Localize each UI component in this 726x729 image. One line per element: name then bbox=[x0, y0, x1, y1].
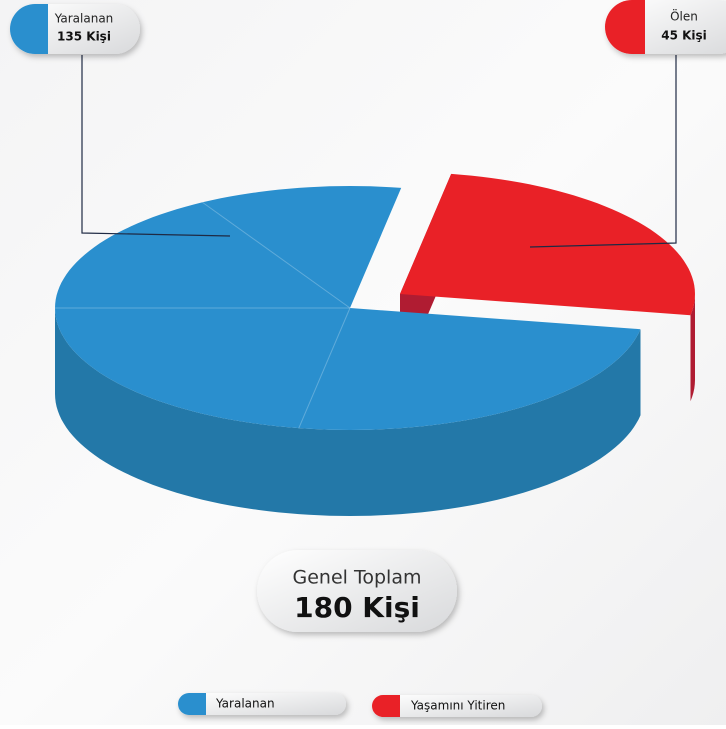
callout-label: Ölen bbox=[670, 8, 698, 24]
total-box: Genel Toplam 180 Kişi bbox=[257, 550, 457, 632]
legend-label: Yaralanan bbox=[215, 697, 275, 711]
total-title: Genel Toplam bbox=[293, 567, 422, 589]
slice-side bbox=[690, 294, 695, 402]
legend-swatch bbox=[178, 693, 206, 715]
slice bbox=[55, 186, 641, 430]
legend: Yaralanan Yaşamını Yitiren bbox=[178, 693, 542, 717]
slice-side bbox=[55, 308, 641, 516]
callout-value: 135 Kişi bbox=[57, 30, 111, 44]
callout-right: Ölen 45 Kişi bbox=[529, 0, 726, 248]
callout-left: Yaralanan 135 Kişi bbox=[10, 4, 231, 237]
legend-label: Yaşamını Yitiren bbox=[410, 699, 505, 713]
slice bbox=[400, 173, 695, 316]
legend-swatch bbox=[372, 695, 400, 717]
facet-line bbox=[202, 201, 351, 309]
total-value: 180 Kişi bbox=[294, 591, 420, 624]
pie bbox=[55, 173, 695, 516]
callout-label: Yaralanan bbox=[54, 12, 114, 26]
facet-line bbox=[298, 307, 351, 429]
callout-value: 45 Kişi bbox=[661, 29, 707, 43]
